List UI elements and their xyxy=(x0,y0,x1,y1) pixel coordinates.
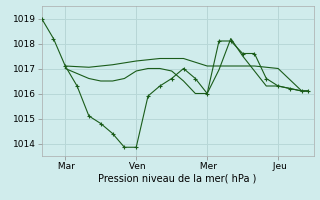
X-axis label: Pression niveau de la mer( hPa ): Pression niveau de la mer( hPa ) xyxy=(99,173,257,183)
